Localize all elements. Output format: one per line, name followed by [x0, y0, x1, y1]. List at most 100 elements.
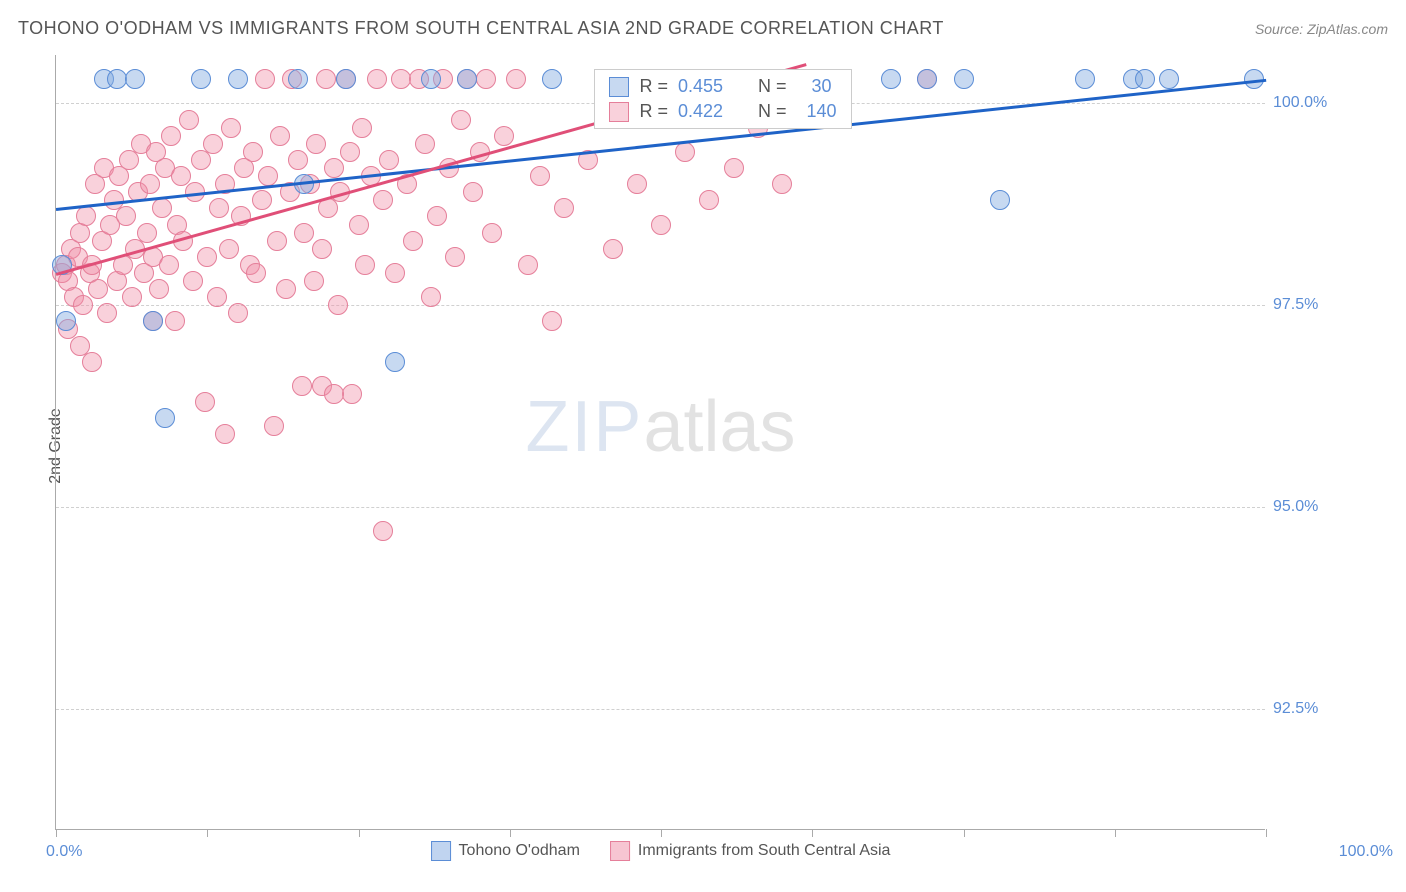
data-point [294, 223, 314, 243]
data-point [463, 182, 483, 202]
data-point [191, 69, 211, 89]
data-point [451, 110, 471, 130]
data-point [427, 206, 447, 226]
data-point [772, 174, 792, 194]
data-point [1075, 69, 1095, 89]
data-point [324, 158, 344, 178]
data-point [159, 255, 179, 275]
x-tick [964, 829, 965, 837]
data-point [243, 142, 263, 162]
data-point [318, 198, 338, 218]
data-point [149, 279, 169, 299]
data-point [292, 376, 312, 396]
data-point [276, 279, 296, 299]
data-point [421, 69, 441, 89]
data-point [183, 271, 203, 291]
data-point [603, 239, 623, 259]
data-point [482, 223, 502, 243]
x-axis-max-label: 100.0% [1339, 843, 1393, 861]
data-point [457, 69, 477, 89]
data-point [143, 311, 163, 331]
data-point [342, 384, 362, 404]
data-point [304, 271, 324, 291]
data-point [651, 215, 671, 235]
data-point [107, 69, 127, 89]
data-point [328, 295, 348, 315]
data-point [197, 247, 217, 267]
legend-series-item: Tohono O'odham [431, 841, 580, 861]
data-point [221, 118, 241, 138]
data-point [137, 223, 157, 243]
legend-row: R = 0.455 N = 30 [609, 76, 836, 97]
legend-series-label: Tohono O'odham [459, 842, 580, 860]
x-tick [1115, 829, 1116, 837]
gridline-h [56, 709, 1265, 710]
data-point [116, 206, 136, 226]
legend-correlation-box: R = 0.455 N = 30R = 0.422 N = 140 [594, 69, 851, 129]
legend-n-value: 30 [797, 76, 832, 97]
data-point [267, 231, 287, 251]
x-tick [1266, 829, 1267, 837]
source-attribution: Source: ZipAtlas.com [1255, 21, 1388, 37]
data-point [675, 142, 695, 162]
data-point [421, 287, 441, 307]
x-tick [661, 829, 662, 837]
watermark: ZIPatlas [525, 386, 795, 468]
data-point [179, 110, 199, 130]
data-point [316, 69, 336, 89]
legend-n-value: 140 [797, 101, 837, 122]
data-point [506, 69, 526, 89]
x-tick [510, 829, 511, 837]
data-point [140, 174, 160, 194]
data-point [161, 126, 181, 146]
legend-series: Tohono O'odham Immigrants from South Cent… [431, 841, 891, 861]
legend-swatch-icon [610, 841, 630, 861]
x-tick [359, 829, 360, 837]
legend-series-item: Immigrants from South Central Asia [610, 841, 891, 861]
data-point [367, 69, 387, 89]
data-point [88, 279, 108, 299]
legend-r-label: R = [639, 76, 668, 97]
data-point [724, 158, 744, 178]
data-point [324, 384, 344, 404]
data-point [699, 190, 719, 210]
data-point [56, 311, 76, 331]
data-point [228, 303, 248, 323]
data-point [152, 198, 172, 218]
data-point [373, 521, 393, 541]
data-point [252, 190, 272, 210]
gridline-h [56, 507, 1265, 508]
data-point [881, 69, 901, 89]
legend-swatch-icon [609, 102, 629, 122]
legend-swatch-icon [431, 841, 451, 861]
data-point [125, 69, 145, 89]
data-point [258, 166, 278, 186]
data-point [82, 352, 102, 372]
data-point [530, 166, 550, 186]
chart-title: TOHONO O'ODHAM VS IMMIGRANTS FROM SOUTH … [18, 18, 944, 39]
data-point [518, 255, 538, 275]
data-point [415, 134, 435, 154]
data-point [195, 392, 215, 412]
y-tick-label: 100.0% [1273, 94, 1373, 112]
data-point [349, 215, 369, 235]
data-point [554, 198, 574, 218]
y-tick-label: 97.5% [1273, 296, 1373, 314]
data-point [1135, 69, 1155, 89]
x-tick [207, 829, 208, 837]
x-axis-min-label: 0.0% [46, 843, 82, 861]
data-point [255, 69, 275, 89]
data-point [73, 295, 93, 315]
legend-r-value: 0.422 [678, 101, 723, 122]
data-point [119, 150, 139, 170]
data-point [542, 311, 562, 331]
data-point [270, 126, 290, 146]
legend-n-label: N = [758, 101, 787, 122]
chart-plot-area: ZIPatlas 92.5%95.0%97.5%100.0%0.0%100.0%… [55, 55, 1265, 830]
data-point [385, 263, 405, 283]
data-point [954, 69, 974, 89]
data-point [165, 311, 185, 331]
data-point [215, 424, 235, 444]
data-point [1159, 69, 1179, 89]
data-point [122, 287, 142, 307]
